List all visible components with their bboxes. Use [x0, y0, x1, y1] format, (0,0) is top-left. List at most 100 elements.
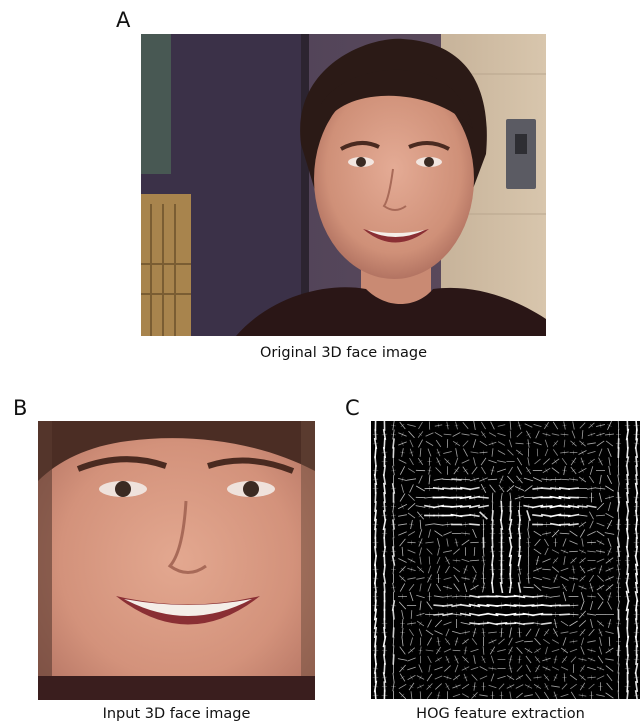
hog-gradient-stroke [570, 557, 577, 564]
hog-gradient-stroke [410, 567, 413, 572]
hog-gradient-stroke [401, 546, 404, 557]
hog-gradient-stroke [551, 467, 560, 474]
hog-gradient-stroke [587, 595, 596, 598]
hog-gradient-stroke [496, 468, 507, 473]
panel-letter-a: A [116, 8, 131, 32]
hog-gradient-stroke [497, 424, 506, 427]
hog-gradient-stroke [459, 505, 472, 508]
hog-gradient-stroke [507, 577, 514, 580]
hog-gradient-stroke [560, 451, 569, 454]
hog-gradient-stroke [608, 457, 611, 466]
hog-gradient-stroke [500, 492, 503, 503]
hog-gradient-stroke [382, 573, 387, 584]
hog-gradient-stroke [482, 503, 485, 510]
hog-gradient-stroke [559, 478, 570, 481]
hog-gradient-stroke [571, 441, 576, 446]
hog-gradient-stroke [542, 532, 551, 535]
hog-gradient-stroke [541, 478, 552, 481]
hog-gradient-stroke [481, 433, 486, 436]
hog-gradient-stroke [418, 475, 423, 484]
hog-gradient-stroke [578, 521, 587, 528]
hog-gradient-stroke [437, 637, 440, 646]
hog-gradient-stroke [545, 476, 548, 483]
hog-gradient-stroke [569, 620, 578, 627]
hog-gradient-stroke [536, 485, 539, 492]
hog-gradient-stroke [407, 674, 416, 681]
hog-gradient-stroke [526, 433, 531, 436]
hog-gradient-stroke [553, 574, 558, 583]
hog-gradient-stroke [509, 430, 512, 439]
hog-gradient-stroke [560, 631, 569, 634]
hog-gradient-stroke [390, 487, 397, 490]
hog-gradient-stroke [570, 691, 577, 699]
hog-gradient-stroke [410, 519, 413, 530]
caption-b: Input 3D face image [102, 706, 251, 722]
hog-gradient-stroke [415, 505, 426, 508]
hog-gradient-stroke [524, 485, 533, 492]
hog-gradient-stroke [626, 680, 629, 693]
hog-gradient-stroke [524, 694, 533, 697]
hog-gradient-stroke [491, 639, 494, 644]
hog-gradient-stroke [607, 421, 612, 430]
hog-gradient-stroke [455, 421, 458, 430]
hog-gradient-stroke [482, 646, 485, 655]
hog-gradient-stroke [498, 484, 505, 493]
hog-gradient-stroke [477, 604, 490, 607]
hog-gradient-stroke [482, 582, 485, 593]
hog-gradient-stroke [597, 655, 604, 664]
hog-gradient-stroke [453, 548, 460, 555]
hog-gradient-stroke [535, 664, 540, 673]
hog-gradient-stroke [518, 573, 521, 584]
hog-gradient-stroke [579, 628, 586, 637]
hog-gradient-stroke [435, 467, 442, 474]
hog-gradient-stroke [562, 424, 567, 427]
hog-gradient-stroke [589, 520, 594, 529]
hog-gradient-stroke [570, 466, 577, 475]
hog-gradient-stroke [516, 431, 523, 438]
hog-gradient-stroke [558, 523, 571, 526]
hog-gradient-stroke [569, 631, 578, 634]
hog-gradient-stroke [579, 565, 586, 574]
hog-gradient-stroke [558, 505, 571, 508]
original-face-image [141, 34, 546, 336]
hog-gradient-stroke [625, 500, 630, 513]
hog-gradient-stroke [419, 600, 422, 611]
hog-gradient-stroke [446, 421, 449, 430]
hog-gradient-stroke [392, 636, 395, 647]
hog-gradient-stroke [524, 423, 533, 428]
hog-gradient-stroke [581, 430, 584, 439]
hog-gradient-stroke [545, 594, 548, 599]
hog-gradient-stroke [480, 431, 487, 438]
hog-gradient-stroke [536, 684, 539, 689]
hog-gradient-stroke [533, 548, 542, 555]
hog-gradient-stroke [481, 586, 486, 589]
hog-gradient-stroke [598, 621, 603, 626]
hog-gradient-stroke [599, 549, 602, 554]
hog-gradient-stroke [527, 457, 530, 466]
hog-gradient-stroke [571, 430, 576, 439]
hog-gradient-stroke [606, 519, 613, 530]
hog-gradient-stroke [606, 673, 613, 682]
hog-gradient-stroke [391, 469, 396, 472]
hog-gradient-stroke [571, 468, 576, 473]
hog-gradient-stroke [497, 675, 506, 680]
hog-gradient-stroke [471, 674, 478, 681]
hog-gradient-stroke [625, 654, 630, 665]
hog-gradient-stroke [506, 674, 515, 681]
hog-gradient-stroke [617, 564, 620, 575]
hog-gradient-stroke [459, 486, 472, 491]
hog-gradient-stroke [427, 619, 432, 628]
hog-gradient-stroke [598, 460, 603, 463]
hog-gradient-stroke [563, 556, 566, 565]
hog-gradient-stroke [461, 577, 470, 580]
hog-gradient-stroke [399, 421, 406, 430]
hog-gradient-stroke [428, 664, 431, 673]
hog-gradient-stroke [531, 504, 544, 509]
hog-gradient-stroke [489, 646, 496, 655]
hog-gradient-stroke [508, 466, 513, 475]
hog-gradient-stroke [590, 459, 593, 464]
hog-gradient-stroke [390, 433, 397, 436]
hog-gradient-stroke [599, 486, 602, 491]
hog-gradient-stroke [635, 428, 638, 441]
hog-gradient-stroke [596, 620, 605, 627]
